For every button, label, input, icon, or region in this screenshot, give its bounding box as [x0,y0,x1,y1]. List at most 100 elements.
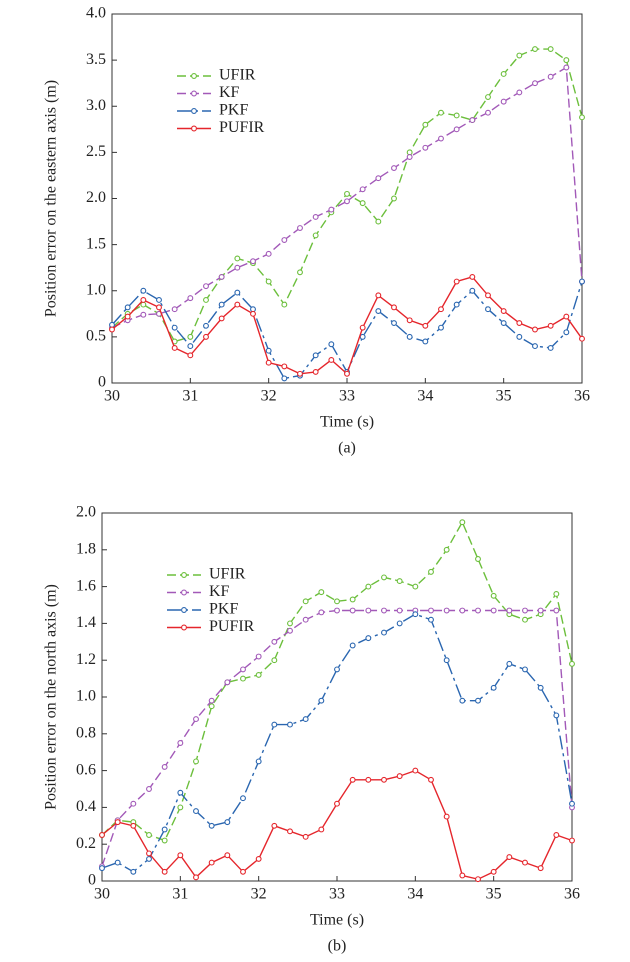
data-point [318,826,325,833]
data-point [396,620,403,627]
series-line [111,276,583,376]
data-point [287,828,293,835]
data-point [569,800,575,807]
data-point [532,326,538,333]
data-point [459,697,466,704]
y-tick-label: 0.2 [76,835,96,852]
data-point [344,198,350,205]
data-point [234,289,241,296]
data-point [522,607,528,614]
data-point [224,679,231,686]
y-tick-label: 0 [88,872,96,889]
series-line [101,613,573,873]
data-point [428,607,434,614]
data-point [381,629,387,636]
data-point [365,583,372,590]
data-point [443,813,450,820]
data-point [532,343,538,350]
data-point [475,697,481,704]
data-point [359,333,366,340]
data-point [146,832,152,838]
data-point [349,642,356,649]
data-point [428,776,434,783]
data-point [265,359,272,366]
y-tick-label: 2.0 [86,189,106,206]
data-point [156,304,162,311]
data-point [553,832,560,838]
x-tick-label: 32 [251,886,267,903]
data-point [344,190,350,197]
data-point [218,301,225,308]
data-point [459,872,466,879]
data-point [130,868,137,875]
data-point [522,859,528,866]
data-point [500,308,507,314]
data-point [396,578,403,585]
data-point [381,776,387,783]
legend-label: PKF [219,102,248,119]
y-tick-label: 1.0 [76,688,96,705]
series-line [101,520,573,842]
data-point [485,94,491,100]
data-point [114,819,121,826]
data-point [438,306,444,313]
data-point [109,326,115,333]
data-point [146,850,152,857]
data-point [193,758,199,765]
data-point [130,800,137,807]
data-point [240,795,246,802]
data-point [490,607,497,614]
data-point [547,73,554,80]
data-point [391,195,397,202]
data-point [161,826,168,833]
data-point [328,206,335,213]
y-tick-label: 0.5 [86,328,106,345]
data-point [99,865,105,872]
x-tick-label: 36 [564,886,580,903]
legend-label: UFIR [219,67,256,84]
data-point [255,671,262,678]
data-point [224,852,231,859]
series-line [101,609,573,867]
data-point [569,660,575,667]
data-point [359,186,366,193]
data-point [140,287,147,294]
data-point [265,347,272,354]
data-point [422,322,429,329]
data-point [312,352,319,359]
data-point [334,800,340,807]
data-point [224,819,231,826]
data-point [187,295,194,302]
data-point [522,666,528,673]
subplot: 0 0.5 1.0 1.5 2.0 2.5 3.0 3.5 4.0 30 31 32 33 34 35 36 T… [43,5,590,457]
y-tick-label: 3.0 [86,97,106,114]
data-point [297,225,303,231]
data-point [161,868,168,875]
series-line [111,281,583,380]
data-point [281,237,288,243]
data-point [537,607,544,614]
data-point [422,144,429,151]
data-point [302,616,309,623]
data-point [318,697,325,704]
data-point [396,773,403,780]
data-point [349,776,356,783]
data-point [553,607,560,614]
data-point [250,258,256,265]
data-point [438,324,444,331]
data-point [312,232,319,239]
data-point [240,675,246,682]
data-point [271,721,278,728]
data-point [365,607,372,614]
data-point [271,822,278,829]
data-point [240,666,246,673]
x-tick-label: 30 [94,886,110,903]
legend-marker [181,607,187,613]
subplot: 0 0.2 0.4 0.6 0.8 1.0 1.2 1.4 1.6 1.8 2.0 30 31 32 33 3… [43,504,580,955]
legend-label: PUFIR [209,618,255,635]
data-point [349,596,356,603]
data-point [349,607,356,614]
data-point [406,154,413,160]
data-point [579,114,585,121]
